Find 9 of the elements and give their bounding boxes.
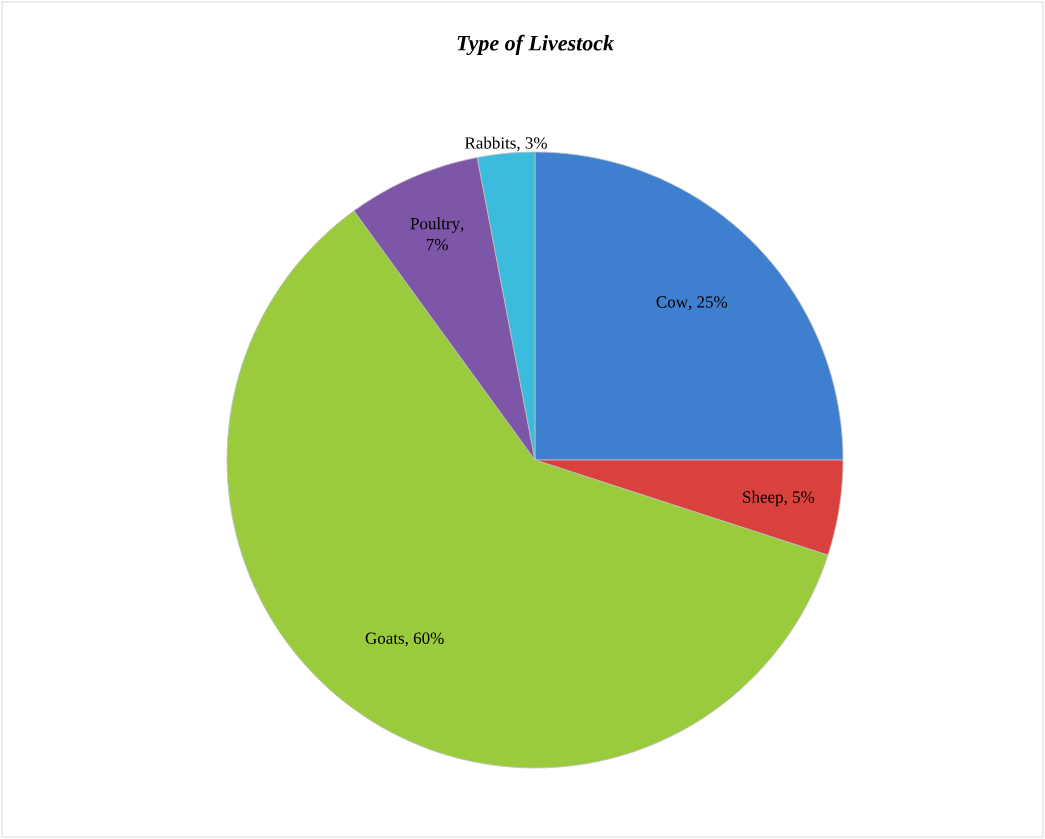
slice-label: Rabbits (464, 136, 516, 149)
data-label: , 25% (688, 296, 728, 311)
data-label: , 5% (784, 491, 815, 506)
data-label: , 3% (517, 137, 547, 152)
slice-label: Goats (365, 632, 405, 644)
data-label: , 60% (405, 632, 444, 647)
chart-title: Type of Livestock (457, 34, 614, 56)
slice-label: Cow (656, 296, 688, 308)
slice-label: Sheep (743, 490, 783, 507)
